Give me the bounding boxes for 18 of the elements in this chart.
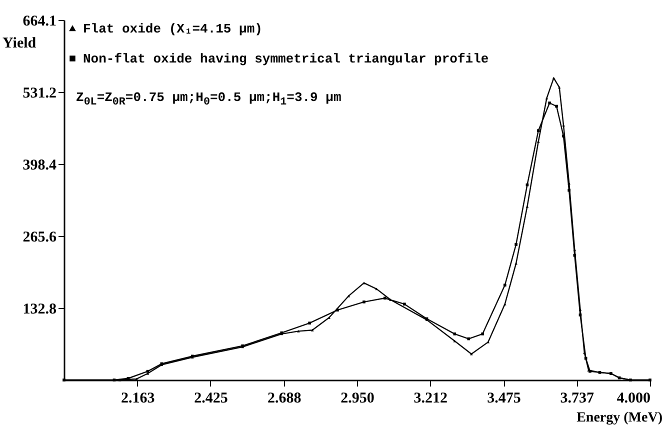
y-tick-label: 531.2 [22, 86, 56, 102]
y-tick-label: 398.4 [22, 158, 57, 174]
y-axis-title: Yield [2, 36, 37, 52]
x-tick-label: 2.163 [121, 390, 155, 406]
text: Z$_{0L}$=Z$_{0R}$=0.75 μm;H$_{0}$=0.5 μm;H$_{1}$=3.9 μm [76, 90, 342, 109]
x-tick-label: 2.688 [268, 390, 302, 406]
x-tick-label: 3.737 [560, 390, 594, 406]
x-tick-label: 3.212 [414, 390, 448, 406]
legend-label: Non-flat oxide having symmetrical triangular profile [83, 52, 489, 66]
x-tick-label: 4.000 [616, 390, 650, 406]
x-tick-label: 3.475 [487, 390, 521, 406]
x-tick-label: 2.425 [194, 390, 228, 406]
x-tick-label: 2.950 [340, 390, 374, 406]
y-tick-label: 265.6 [22, 230, 57, 246]
y-tick-label: 664.1 [22, 14, 56, 30]
y-tick-label: 132.8 [22, 302, 56, 318]
legend-label: Flat oxide (X₁=4.15 μm) [83, 22, 262, 36]
x-axis-title: Energy (MeV) [576, 410, 663, 425]
